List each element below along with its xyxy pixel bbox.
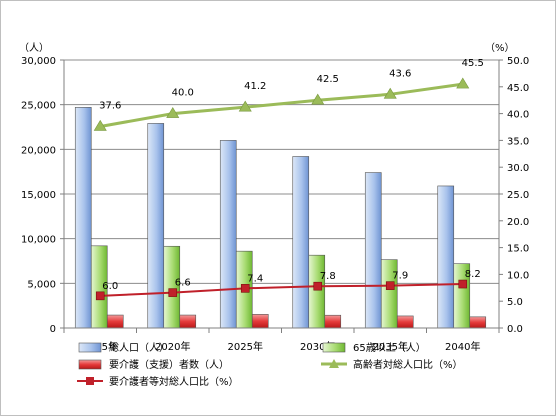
line-marker [385, 281, 395, 290]
left-tick-label: 25,000 [21, 101, 56, 112]
legend-label: 要介護（支援）者数（人） [109, 358, 229, 371]
line-marker [313, 281, 323, 291]
line-marker [240, 284, 250, 293]
legend-item: 高齢者対総人口比（%） [321, 358, 463, 371]
legend-label: 要介護者等対総人口比（%） [109, 375, 239, 388]
right-tick-label: 40.0 [507, 110, 529, 121]
left-tick-label: 10,000 [21, 235, 56, 246]
bars [74, 107, 487, 329]
legend-item: 総人口（人） [78, 341, 169, 354]
right-tick-label: 35.0 [507, 136, 529, 147]
right-tick-label: 20.0 [507, 217, 529, 228]
legend-item: 要介護者等対総人口比（%） [77, 375, 239, 388]
line-marker [166, 107, 180, 118]
right-tick-label: 15.0 [507, 244, 529, 255]
series-line [99, 82, 463, 128]
legend-label: 総人口（人） [109, 341, 169, 354]
bar [219, 140, 237, 329]
line-marker [93, 119, 107, 131]
data-label: 42.5 [317, 74, 339, 85]
legend-item: 要介護（支援）者数（人） [78, 358, 229, 371]
right-tick-label: 25.0 [507, 190, 529, 201]
gridlines [64, 59, 499, 284]
left-tick-label: 5,000 [27, 279, 56, 290]
bar [308, 254, 326, 329]
data-label: 43.6 [389, 68, 411, 79]
left-tick-label: 20,000 [21, 145, 56, 156]
legend-swatch [78, 342, 102, 353]
data-labels: 37.6 40.0 41.2 42.5 43.6 45.5 6.0 6.6 7.4 7.8 7.9 8… [99, 58, 484, 292]
left-axis-unit: （人） [19, 42, 49, 54]
bar [437, 185, 455, 329]
data-label: 41.2 [244, 81, 266, 92]
right-tick-label: 5.0 [507, 297, 523, 308]
data-label: 7.4 [247, 273, 263, 284]
line-marker [238, 100, 252, 112]
right-axis-unit: （%） [485, 42, 515, 54]
left-tick-label: 15,000 [21, 190, 56, 201]
legend-label: 高齢者対総人口比（%） [353, 358, 463, 371]
data-label: 7.9 [392, 271, 408, 282]
data-label: 6.0 [102, 281, 118, 292]
right-tick-label: 50.0 [507, 56, 529, 67]
bar [396, 315, 414, 329]
right-tick-label: 30.0 [507, 163, 529, 174]
bar [147, 123, 165, 329]
legend-label: 65歳以上（人） [353, 342, 426, 354]
line-marker [456, 77, 470, 89]
bar [324, 314, 342, 329]
x-tick-label: 2040年 [445, 340, 480, 353]
legend-marker [329, 359, 339, 368]
left-tick-label: 30,000 [21, 56, 56, 67]
right-tick-label: 0.0 [507, 324, 523, 335]
lines [93, 77, 470, 301]
data-label: 40.0 [172, 88, 194, 99]
right-tick-label: 10.0 [507, 270, 529, 281]
data-label: 7.8 [320, 271, 336, 282]
line-marker [95, 291, 105, 301]
x-tick-label: 2035年 [373, 340, 408, 353]
legend-item: 65歳以上（人） [322, 342, 426, 354]
data-label: 45.5 [462, 58, 484, 69]
data-label: 37.6 [99, 100, 121, 111]
bar [251, 314, 269, 329]
legend-marker [86, 377, 94, 385]
data-label: 6.6 [175, 278, 191, 289]
bar [106, 314, 124, 329]
series-line [100, 283, 463, 297]
x-tick-label: 2020年 [155, 340, 190, 353]
axes [60, 59, 503, 333]
bar [74, 107, 92, 329]
right-axis-ticks: 0.0 5.0 10.0 15.0 20.0 25.0 30.0 35.0 40.0 45.0 50… [507, 56, 529, 335]
line-marker [168, 288, 178, 297]
bar [364, 172, 382, 329]
line-marker [311, 93, 325, 105]
line-marker [458, 279, 468, 289]
legend-swatch [322, 342, 346, 353]
left-tick-label: 0 [50, 324, 56, 335]
data-label: 8.2 [465, 269, 481, 280]
legend: 総人口（人） 65歳以上（人） 要介護（支援）者数（人） 高齢者対総人口比（%） 要介護… [77, 341, 463, 388]
line-marker [383, 87, 397, 99]
bar [469, 316, 487, 329]
bar [292, 156, 310, 329]
left-axis-ticks: 0 5,000 10,000 15,000 20,000 25,000 30,000 [21, 56, 56, 335]
legend-swatch [78, 359, 102, 370]
bar [179, 314, 197, 329]
x-tick-label: 2025年 [228, 340, 263, 353]
right-tick-label: 45.0 [507, 83, 529, 94]
